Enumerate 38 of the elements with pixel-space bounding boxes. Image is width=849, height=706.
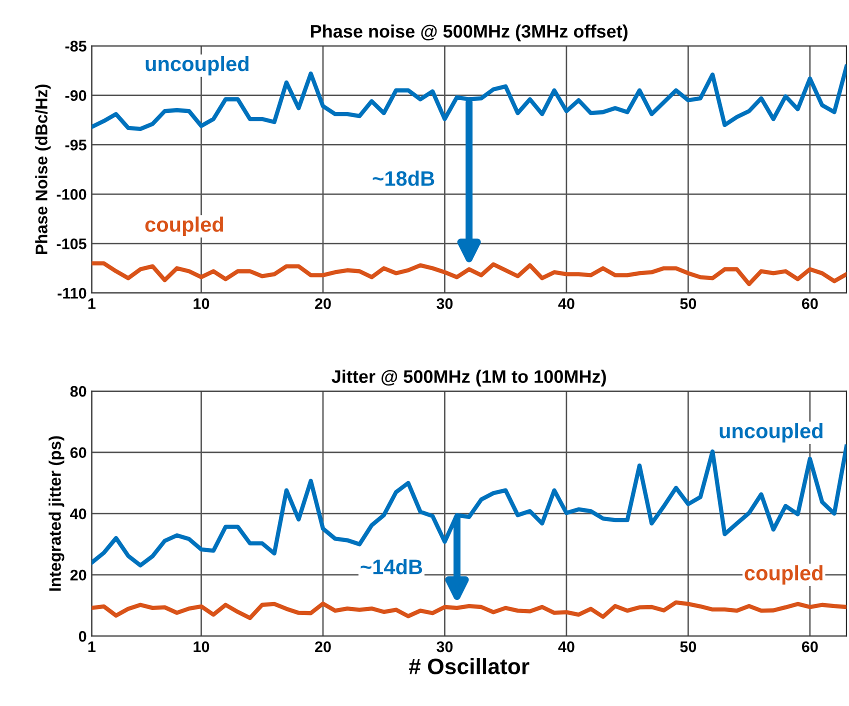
series-label: uncoupled [146, 56, 248, 76]
series-label: coupled [145, 216, 224, 236]
y-tick-label: -105 [56, 238, 86, 250]
x-axis-title: # Oscillator [408, 658, 530, 674]
chart-title: Phase noise @ 500MHz (3MHz offset) [310, 24, 628, 42]
y-tick-label: 40 [70, 508, 86, 520]
y-tick-label: 0 [78, 630, 86, 642]
x-tick-label: 1 [88, 642, 96, 652]
x-tick-label: 50 [680, 298, 696, 310]
series-label: coupled [744, 565, 822, 585]
x-tick-label: 30 [436, 298, 453, 310]
y-tick-label: -100 [56, 189, 86, 200]
x-tick-label: 60 [802, 641, 818, 652]
annotation: ~14dB [360, 559, 422, 574]
annotation: ~18dB [372, 170, 434, 186]
x-tick-label: 60 [802, 298, 818, 310]
x-tick-label: 40 [558, 298, 574, 310]
y-tick-label: -90 [65, 90, 86, 101]
y-axis-title: Phase Noise (dBc/Hz) [35, 84, 51, 254]
x-tick-label: 20 [315, 298, 331, 310]
series-label: uncoupled [720, 423, 822, 442]
y-tick-label: -95 [65, 140, 86, 150]
x-tick-label: 10 [194, 298, 210, 310]
y-tick-label: -110 [58, 288, 86, 299]
x-tick-label: 30 [436, 641, 453, 652]
y-tick-label: -85 [65, 40, 86, 52]
chart-title: Jitter @ 500MHz (1M to 100MHz) [332, 370, 606, 387]
line-series [92, 600, 846, 620]
y-tick-label: 60 [70, 447, 86, 458]
x-tick-label: 1 [88, 298, 96, 309]
x-tick-label: 20 [315, 641, 331, 652]
x-tick-label: 10 [194, 641, 210, 652]
y-tick-label: 20 [70, 570, 86, 581]
x-tick-label: 40 [558, 641, 574, 652]
y-axis-title: Integrated jitter (ps) [48, 436, 64, 591]
y-tick-label: 80 [70, 386, 86, 397]
line-series [92, 261, 846, 286]
x-tick-label: 50 [680, 641, 696, 652]
